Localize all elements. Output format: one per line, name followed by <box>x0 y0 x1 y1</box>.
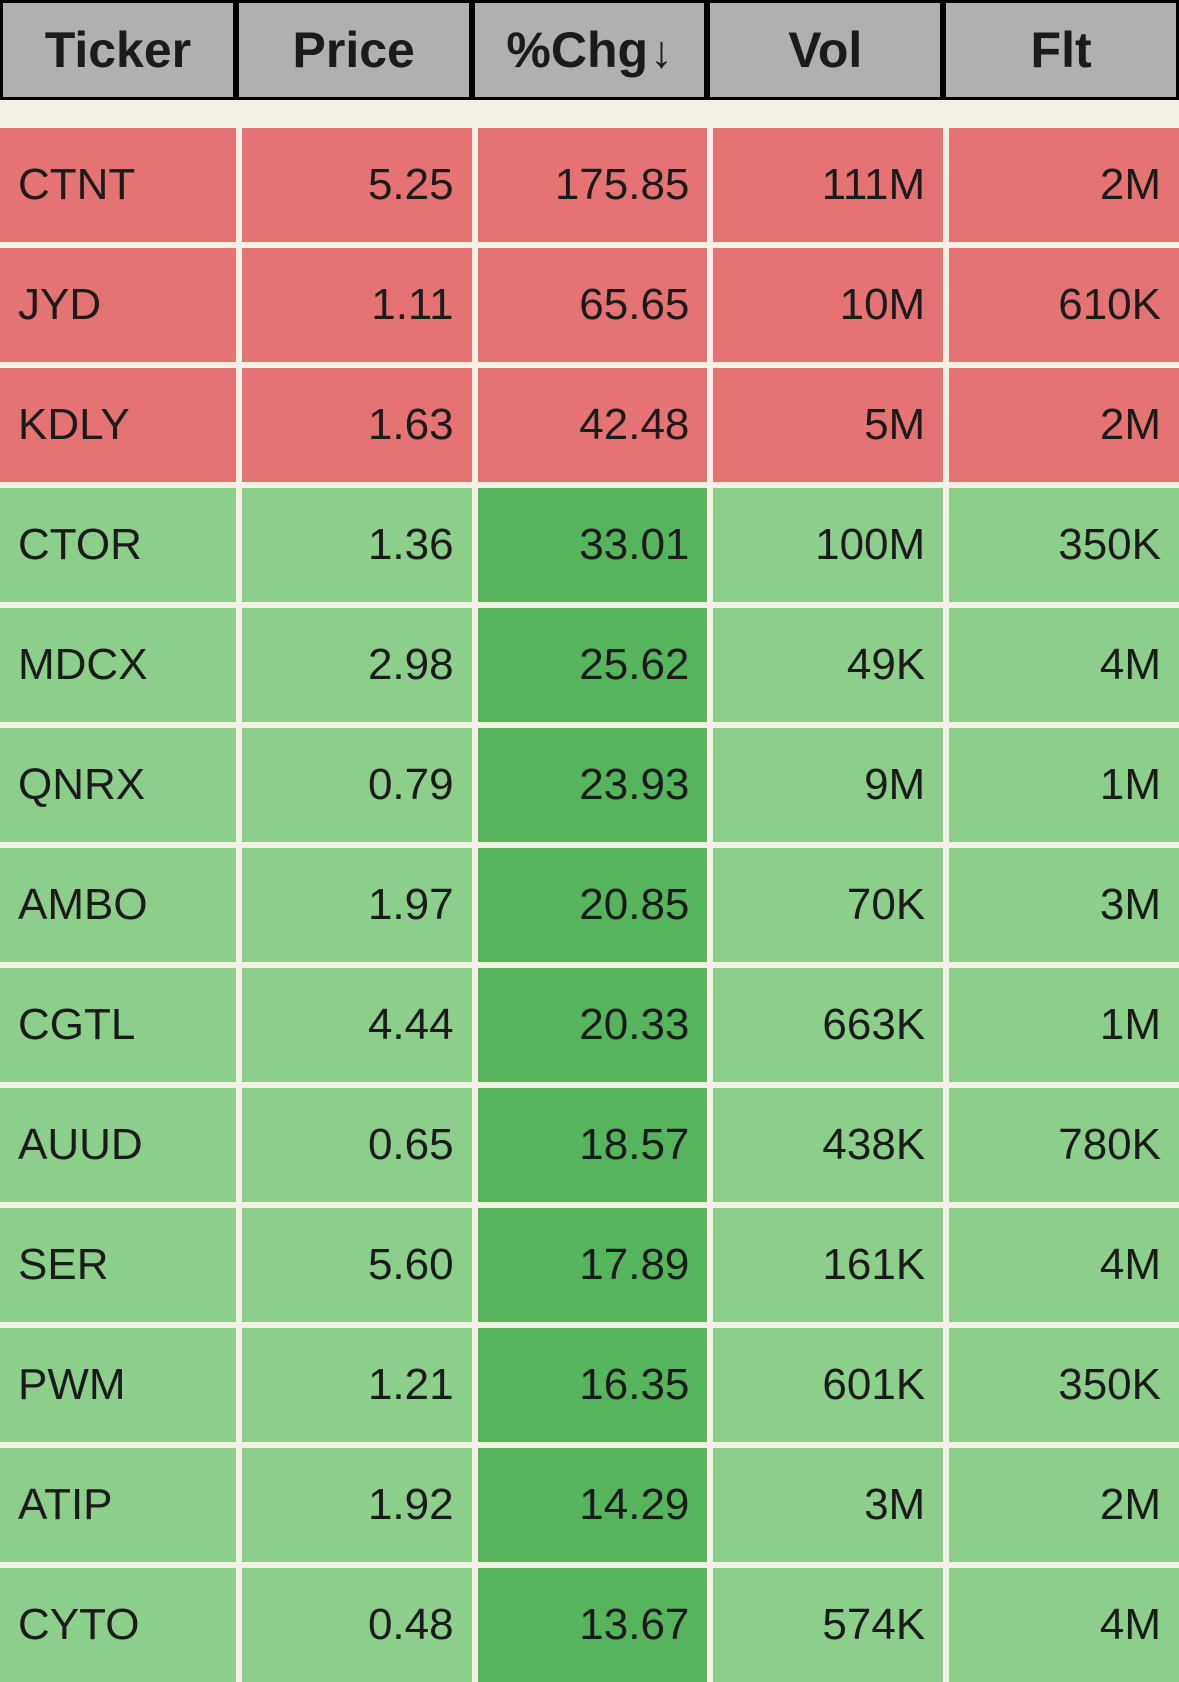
cell-price: 5.60 <box>236 1208 472 1322</box>
stock-table: Ticker Price %Chg↓ Vol Flt CTNT5.25175.85111… <box>0 0 1179 1682</box>
cell-price: 2.98 <box>236 608 472 722</box>
cell-chg: 20.85 <box>472 848 708 962</box>
cell-flt: 4M <box>943 1568 1179 1682</box>
cell-ticker: CYTO <box>0 1568 236 1682</box>
cell-vol: 601K <box>707 1328 943 1442</box>
cell-vol: 49K <box>707 608 943 722</box>
cell-chg: 17.89 <box>472 1208 708 1322</box>
table-body: CTNT5.25175.85111M2MJYD1.1165.6510M610KK… <box>0 100 1179 1682</box>
col-header-label: Vol <box>788 22 862 78</box>
cell-price: 1.97 <box>236 848 472 962</box>
table-row[interactable]: SER5.6017.89161K4M <box>0 1208 1179 1322</box>
cell-price: 0.48 <box>236 1568 472 1682</box>
cell-chg: 13.67 <box>472 1568 708 1682</box>
table-head: Ticker Price %Chg↓ Vol Flt <box>0 0 1179 100</box>
table-row[interactable]: KDLY1.6342.485M2M <box>0 368 1179 482</box>
cell-price: 5.25 <box>236 128 472 242</box>
cell-chg: 18.57 <box>472 1088 708 1202</box>
cell-flt: 780K <box>943 1088 1179 1202</box>
cell-vol: 70K <box>707 848 943 962</box>
cell-price: 1.92 <box>236 1448 472 1562</box>
col-header-chg[interactable]: %Chg↓ <box>472 0 708 100</box>
cell-flt: 1M <box>943 968 1179 1082</box>
cell-flt: 350K <box>943 488 1179 602</box>
cell-vol: 438K <box>707 1088 943 1202</box>
sort-desc-icon: ↓ <box>650 26 673 77</box>
cell-ticker: CTOR <box>0 488 236 602</box>
table-row[interactable]: CGTL4.4420.33663K1M <box>0 968 1179 1082</box>
table-row[interactable]: CYTO0.4813.67574K4M <box>0 1568 1179 1682</box>
cell-flt: 350K <box>943 1328 1179 1442</box>
cell-ticker: SER <box>0 1208 236 1322</box>
header-body-gap <box>0 100 1179 128</box>
cell-vol: 9M <box>707 728 943 842</box>
cell-chg: 65.65 <box>472 248 708 362</box>
cell-flt: 2M <box>943 368 1179 482</box>
cell-price: 4.44 <box>236 968 472 1082</box>
table-row[interactable]: AUUD0.6518.57438K780K <box>0 1088 1179 1202</box>
cell-price: 1.63 <box>236 368 472 482</box>
table-row[interactable]: MDCX2.9825.6249K4M <box>0 608 1179 722</box>
cell-ticker: CGTL <box>0 968 236 1082</box>
cell-flt: 1M <box>943 728 1179 842</box>
table-row[interactable]: QNRX0.7923.939M1M <box>0 728 1179 842</box>
cell-ticker: MDCX <box>0 608 236 722</box>
col-header-label: Flt <box>1031 22 1092 78</box>
cell-vol: 111M <box>707 128 943 242</box>
cell-flt: 4M <box>943 608 1179 722</box>
cell-chg: 16.35 <box>472 1328 708 1442</box>
cell-flt: 2M <box>943 1448 1179 1562</box>
cell-vol: 10M <box>707 248 943 362</box>
col-header-ticker[interactable]: Ticker <box>0 0 236 100</box>
cell-ticker: QNRX <box>0 728 236 842</box>
col-header-price[interactable]: Price <box>236 0 472 100</box>
cell-chg: 14.29 <box>472 1448 708 1562</box>
cell-price: 0.79 <box>236 728 472 842</box>
cell-vol: 100M <box>707 488 943 602</box>
col-header-label: Price <box>293 22 415 78</box>
cell-flt: 3M <box>943 848 1179 962</box>
col-header-label: %Chg <box>506 22 648 78</box>
table-row[interactable]: CTNT5.25175.85111M2M <box>0 128 1179 242</box>
cell-ticker: PWM <box>0 1328 236 1442</box>
cell-chg: 42.48 <box>472 368 708 482</box>
table-row[interactable]: CTOR1.3633.01100M350K <box>0 488 1179 602</box>
cell-vol: 5M <box>707 368 943 482</box>
table-row[interactable]: PWM1.2116.35601K350K <box>0 1328 1179 1442</box>
cell-flt: 610K <box>943 248 1179 362</box>
cell-chg: 20.33 <box>472 968 708 1082</box>
cell-ticker: CTNT <box>0 128 236 242</box>
cell-flt: 2M <box>943 128 1179 242</box>
cell-ticker: KDLY <box>0 368 236 482</box>
cell-vol: 574K <box>707 1568 943 1682</box>
col-header-vol[interactable]: Vol <box>707 0 943 100</box>
header-row: Ticker Price %Chg↓ Vol Flt <box>0 0 1179 100</box>
table-row[interactable]: ATIP1.9214.293M2M <box>0 1448 1179 1562</box>
cell-chg: 23.93 <box>472 728 708 842</box>
table-row[interactable]: JYD1.1165.6510M610K <box>0 248 1179 362</box>
cell-chg: 33.01 <box>472 488 708 602</box>
cell-ticker: AUUD <box>0 1088 236 1202</box>
cell-price: 1.21 <box>236 1328 472 1442</box>
cell-price: 1.11 <box>236 248 472 362</box>
cell-chg: 25.62 <box>472 608 708 722</box>
cell-vol: 663K <box>707 968 943 1082</box>
col-header-flt[interactable]: Flt <box>943 0 1179 100</box>
cell-vol: 161K <box>707 1208 943 1322</box>
cell-flt: 4M <box>943 1208 1179 1322</box>
cell-vol: 3M <box>707 1448 943 1562</box>
cell-ticker: AMBO <box>0 848 236 962</box>
cell-ticker: JYD <box>0 248 236 362</box>
cell-ticker: ATIP <box>0 1448 236 1562</box>
col-header-label: Ticker <box>45 22 191 78</box>
cell-price: 1.36 <box>236 488 472 602</box>
cell-chg: 175.85 <box>472 128 708 242</box>
cell-price: 0.65 <box>236 1088 472 1202</box>
table-row[interactable]: AMBO1.9720.8570K3M <box>0 848 1179 962</box>
